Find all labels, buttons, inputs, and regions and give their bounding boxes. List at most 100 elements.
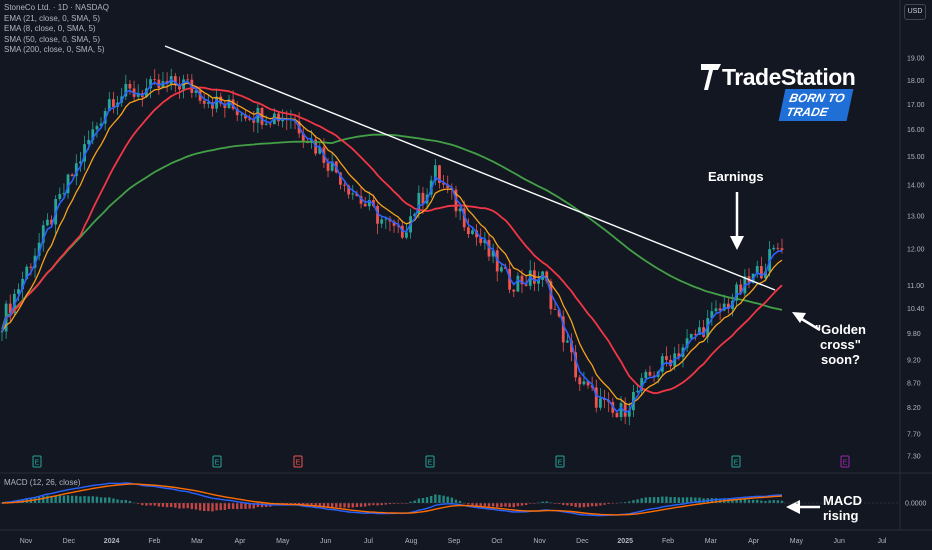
macd-histogram-bar bbox=[194, 503, 198, 510]
legend-sma50[interactable]: SMA (50, close, 0, SMA, 5) bbox=[4, 34, 101, 44]
candle-body bbox=[726, 303, 730, 310]
candle-body bbox=[689, 333, 693, 339]
time-axis-tick-label: Mar bbox=[191, 538, 204, 545]
macd-histogram-bar bbox=[219, 503, 222, 511]
macd-histogram-bar bbox=[731, 499, 734, 503]
macd-histogram-bar bbox=[409, 501, 412, 503]
legend-ema8[interactable]: EMA (8, close, 0, SMA, 5) bbox=[4, 24, 96, 33]
macd-histogram-bar bbox=[79, 496, 82, 503]
macd-histogram-bar bbox=[368, 503, 371, 506]
time-axis-tick-label: Oct bbox=[491, 538, 502, 545]
candle-body bbox=[640, 378, 644, 391]
macd-histogram-bar bbox=[58, 495, 61, 503]
price-axis-tick-label: 11.00 bbox=[907, 283, 924, 290]
macd-histogram-bar bbox=[747, 499, 751, 503]
candle-body bbox=[87, 139, 91, 145]
macd-histogram-bar bbox=[376, 503, 379, 506]
candle-body bbox=[99, 123, 103, 126]
candle-body bbox=[351, 193, 355, 195]
candle-body bbox=[594, 387, 598, 408]
macd-histogram-bar bbox=[479, 503, 482, 507]
macd-histogram-bar bbox=[727, 499, 730, 503]
price-axis-tick-label: 13.00 bbox=[907, 213, 925, 220]
earnings-marker bbox=[840, 455, 850, 468]
macd-histogram-bar bbox=[628, 501, 631, 503]
candle-body bbox=[107, 99, 111, 112]
legend-symbol[interactable]: StoneCo Ltd. · 1D · NASDAQ bbox=[4, 3, 109, 12]
candle-body bbox=[615, 412, 619, 418]
candle-body bbox=[772, 247, 776, 250]
candle-body bbox=[582, 381, 586, 385]
macd-histogram-bar bbox=[355, 503, 359, 508]
resistance-trendline bbox=[164, 45, 776, 291]
time-axis-tick-label: Apr bbox=[748, 538, 760, 545]
macd-histogram-bar bbox=[694, 497, 697, 503]
macd-histogram-bar bbox=[603, 503, 606, 505]
candle-body bbox=[776, 247, 780, 249]
macd-histogram-bar bbox=[520, 503, 524, 506]
macd-histogram-bar bbox=[681, 497, 685, 503]
sma200-line bbox=[1, 133, 783, 330]
macd-histogram-bar bbox=[359, 503, 363, 507]
macd-histogram-bar bbox=[450, 497, 454, 503]
candle-body bbox=[359, 196, 363, 204]
macd-histogram-bar bbox=[780, 500, 784, 503]
candle-body bbox=[157, 79, 161, 89]
earnings-marker-label: E bbox=[428, 460, 433, 467]
candle-body bbox=[363, 203, 367, 207]
macd-histogram-bar bbox=[260, 503, 264, 508]
candle-body bbox=[520, 275, 524, 285]
candle-body bbox=[277, 113, 280, 122]
legend-ema21[interactable]: EMA (21, close, 0, SMA, 5) bbox=[4, 13, 101, 23]
macd-histogram-bar bbox=[157, 503, 161, 507]
macd-histogram-bar bbox=[475, 503, 478, 506]
earnings-marker bbox=[293, 455, 303, 468]
candle-body bbox=[718, 308, 722, 311]
candle-body bbox=[396, 225, 400, 227]
candle-body bbox=[475, 230, 479, 238]
macd-histogram-bar bbox=[743, 499, 747, 503]
candle-body bbox=[693, 333, 697, 335]
candle-body bbox=[599, 398, 602, 408]
candle-body bbox=[244, 114, 247, 119]
price-axis-tick-label: 16.00 bbox=[907, 127, 925, 134]
candle-body bbox=[124, 83, 128, 97]
candle-body bbox=[153, 79, 157, 80]
candle-body bbox=[619, 403, 623, 418]
macd-legend[interactable]: MACD (12, 26, close) bbox=[4, 478, 81, 487]
macd-histogram-bar bbox=[363, 503, 367, 507]
macd-histogram-bar bbox=[198, 503, 202, 511]
macd-histogram-bar bbox=[467, 503, 470, 505]
candle-body bbox=[95, 125, 99, 130]
candle-body bbox=[759, 266, 763, 279]
currency-button[interactable]: USD bbox=[904, 4, 926, 20]
legend-sma200[interactable]: SMA (200, close, 0, SMA, 5) bbox=[4, 45, 105, 54]
macd-histogram-bar bbox=[161, 503, 165, 507]
candle-body bbox=[578, 377, 582, 385]
macd-histogram-bar bbox=[314, 503, 317, 507]
candle-body bbox=[702, 327, 705, 337]
candle-body bbox=[206, 102, 210, 104]
macd-histogram-bar bbox=[541, 501, 544, 503]
candle-body bbox=[764, 271, 767, 279]
price-axis-tick-label: 9.80 bbox=[907, 331, 921, 338]
macd-histogram-bar bbox=[227, 503, 231, 510]
macd-histogram-bar bbox=[165, 503, 169, 508]
macd-histogram-bar bbox=[223, 503, 227, 510]
macd-histogram bbox=[0, 494, 784, 512]
macd-histogram-bar bbox=[141, 503, 144, 506]
candle-body bbox=[83, 144, 86, 162]
macd-histogram-bar bbox=[636, 499, 639, 503]
candle-body bbox=[458, 208, 462, 212]
candle-body bbox=[471, 230, 474, 234]
candle-body bbox=[161, 81, 165, 89]
candle-body bbox=[413, 213, 417, 217]
candle-body bbox=[173, 76, 177, 86]
macd-histogram-bar bbox=[772, 500, 775, 503]
candle-body bbox=[66, 174, 70, 194]
macd-histogram-bar bbox=[751, 499, 755, 503]
candle-body bbox=[231, 99, 235, 109]
macd-histogram-bar bbox=[236, 503, 239, 510]
macd-histogram-bar bbox=[661, 496, 664, 503]
